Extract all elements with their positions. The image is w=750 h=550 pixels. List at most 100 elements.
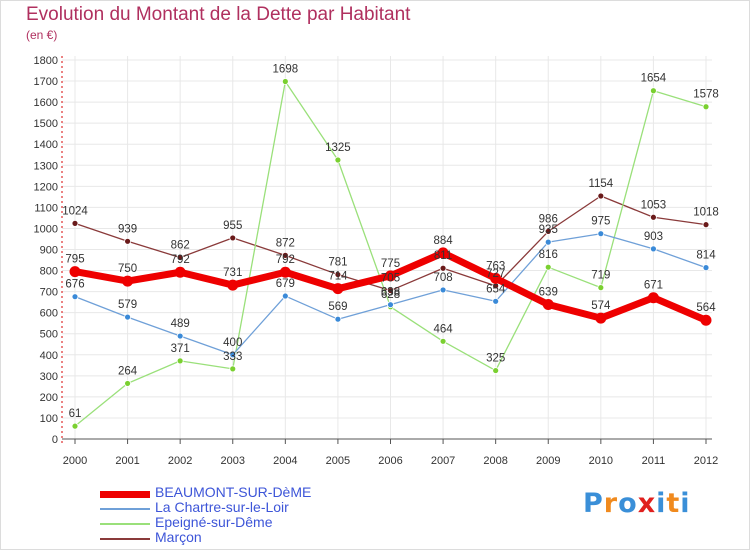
data-point: [437, 247, 449, 259]
x-tick-label: 2005: [326, 455, 350, 467]
data-label: 61: [69, 408, 82, 420]
y-tick-label: 1000: [34, 223, 58, 235]
data-point: [387, 301, 394, 309]
data-label: 955: [223, 220, 242, 232]
data-label: 333: [223, 351, 242, 363]
data-label: 1024: [62, 205, 88, 217]
y-tick-label: 500: [40, 329, 58, 341]
data-point: [124, 313, 131, 321]
line-chart: 0 100 200 300 400 500 600 700 800 900 1000 1100 1200…: [34, 55, 719, 467]
data-point: [702, 264, 710, 272]
data-label: 464: [433, 323, 453, 335]
data-point: [334, 315, 342, 323]
data-point: [650, 87, 657, 95]
data-point: [544, 238, 552, 246]
data-label: 814: [696, 250, 716, 262]
y-tick-label: 1500: [34, 118, 58, 130]
y-tick-label: 600: [40, 308, 58, 320]
y-tick-label: 100: [40, 413, 58, 425]
data-label: 986: [539, 213, 558, 225]
data-point: [227, 279, 239, 291]
data-label: 939: [118, 223, 137, 235]
data-point: [492, 297, 500, 305]
y-tick-label: 200: [40, 392, 58, 404]
data-point: [702, 103, 710, 111]
data-label: 1654: [641, 73, 667, 85]
data-label: 1018: [693, 207, 719, 219]
x-tick-label: 2010: [589, 455, 613, 467]
data-point: [597, 284, 605, 292]
data-label: 935: [539, 224, 558, 236]
data-point: [229, 351, 237, 359]
legend-label: La Chartre-sur-le-Loir: [155, 499, 289, 515]
y-tick-label: 1700: [34, 76, 58, 88]
data-point: [702, 221, 710, 229]
logo-letter: r: [603, 488, 619, 519]
data-point: [332, 283, 344, 295]
data-label: 489: [171, 318, 190, 330]
data-point: [229, 365, 237, 373]
data-point: [650, 245, 657, 253]
data-label: 750: [118, 263, 137, 275]
proxiti-logo: Proxiti: [583, 488, 691, 519]
data-label: 639: [539, 286, 558, 298]
data-point: [544, 227, 552, 235]
data-label: 1578: [693, 89, 719, 101]
data-point: [124, 380, 131, 387]
data-point: [492, 367, 500, 374]
x-tick-label: 2002: [168, 455, 192, 467]
data-point: [71, 422, 79, 430]
data-label: 975: [591, 216, 610, 228]
data-label: 264: [118, 365, 138, 377]
data-point: [176, 254, 184, 261]
data-label: 679: [276, 278, 295, 290]
data-point: [700, 314, 712, 326]
data-label: 705: [381, 273, 400, 285]
data-label: 569: [328, 301, 347, 313]
data-point: [490, 272, 502, 284]
data-label: 763: [486, 260, 505, 272]
logo-letter: i: [656, 488, 667, 519]
data-label: 714: [328, 271, 348, 283]
y-tick-label: 900: [40, 245, 58, 257]
data-point: [281, 251, 289, 259]
y-tick-label: 1200: [34, 181, 58, 193]
data-label: 795: [65, 254, 84, 266]
data-point: [334, 271, 342, 278]
data-label: 775: [381, 258, 400, 270]
data-label: 1053: [641, 199, 667, 211]
data-label: 816: [539, 249, 558, 261]
data-point: [279, 266, 291, 278]
data-label: 676: [65, 279, 84, 291]
legend-swatch: [100, 490, 150, 498]
data-label: 325: [486, 353, 505, 365]
data-point: [71, 219, 79, 227]
data-label: 574: [591, 300, 611, 312]
x-tick-label: 2004: [273, 455, 297, 467]
data-label: 792: [276, 254, 295, 266]
chart-title: Evolution du Montant de la Dette par Hab…: [26, 4, 411, 25]
data-point: [439, 264, 447, 272]
logo-letter: P: [583, 488, 604, 519]
data-point: [647, 292, 659, 304]
data-point: [387, 287, 394, 294]
legend-label: Epeigné-sur-Dême: [155, 514, 273, 530]
data-point: [595, 312, 607, 324]
data-label: 903: [644, 231, 663, 243]
x-tick-label: 2008: [483, 455, 507, 467]
data-label: 708: [433, 272, 452, 284]
data-point: [176, 357, 184, 365]
data-label: 671: [644, 280, 663, 292]
data-label: 1325: [325, 142, 351, 154]
data-point: [334, 156, 342, 164]
data-label: 781: [328, 257, 347, 269]
x-tick-label: 2000: [63, 455, 87, 467]
data-point: [650, 213, 657, 221]
legend-label: BEAUMONT-SUR-DèME: [155, 484, 312, 500]
data-label: 654: [486, 283, 506, 295]
data-point: [174, 266, 186, 278]
legend-swatch: [100, 523, 150, 525]
data-point: [439, 337, 447, 345]
data-label: 792: [171, 254, 190, 266]
data-label: 628: [381, 289, 400, 301]
